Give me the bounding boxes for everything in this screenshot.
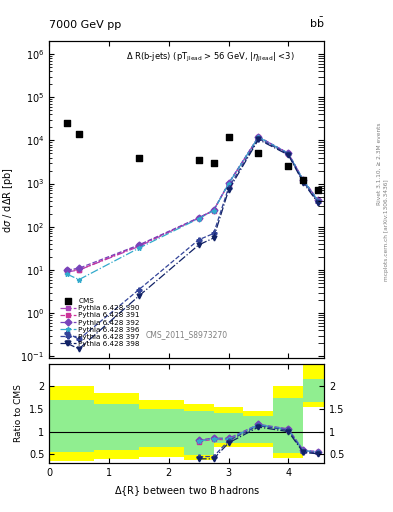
CMS xyxy=(285,162,292,170)
Pythia 6.428 390 xyxy=(226,181,231,187)
CMS xyxy=(76,130,82,138)
Pythia 6.428 391 xyxy=(65,267,70,273)
Pythia 6.428 390 xyxy=(256,134,261,140)
CMS xyxy=(195,156,202,164)
Pythia 6.428 398 xyxy=(136,293,141,299)
Pythia 6.428 398 xyxy=(211,235,216,241)
Pythia 6.428 396 xyxy=(211,208,216,214)
Pythia 6.428 396 xyxy=(316,198,321,204)
Pythia 6.428 397 xyxy=(256,136,261,142)
CMS xyxy=(255,150,262,158)
Line: Pythia 6.428 391: Pythia 6.428 391 xyxy=(64,135,321,272)
Pythia 6.428 397 xyxy=(196,237,201,243)
Pythia 6.428 390 xyxy=(301,177,306,183)
Pythia 6.428 391 xyxy=(301,178,306,184)
Pythia 6.428 396 xyxy=(65,271,70,278)
Pythia 6.428 397 xyxy=(286,151,291,157)
Pythia 6.428 391 xyxy=(196,215,201,221)
Pythia 6.428 392 xyxy=(286,150,291,156)
Line: Pythia 6.428 392: Pythia 6.428 392 xyxy=(64,134,321,272)
CMS xyxy=(64,119,70,127)
Pythia 6.428 392 xyxy=(256,134,261,140)
Line: Pythia 6.428 396: Pythia 6.428 396 xyxy=(64,135,321,282)
Y-axis label: Ratio to CMS: Ratio to CMS xyxy=(14,385,23,442)
Pythia 6.428 398 xyxy=(65,340,70,347)
Pythia 6.428 392 xyxy=(196,215,201,221)
Pythia 6.428 396 xyxy=(136,245,141,251)
Pythia 6.428 390 xyxy=(196,215,201,221)
CMS xyxy=(300,176,307,184)
Pythia 6.428 398 xyxy=(196,242,201,248)
Pythia 6.428 398 xyxy=(256,136,261,142)
X-axis label: $\Delta${R} between two B hadrons: $\Delta${R} between two B hadrons xyxy=(114,484,260,498)
Pythia 6.428 396 xyxy=(286,151,291,157)
Text: $\Delta$ R(b-jets) (pT$_{\mathregular{Jlead}}$ > 56 GeV, |$\eta_{\mathregular{Jl: $\Delta$ R(b-jets) (pT$_{\mathregular{Jl… xyxy=(126,51,295,63)
Pythia 6.428 392 xyxy=(65,267,70,273)
Pythia 6.428 397 xyxy=(316,199,321,205)
Pythia 6.428 392 xyxy=(301,177,306,183)
Pythia 6.428 391 xyxy=(316,198,321,204)
CMS xyxy=(226,133,232,141)
Pythia 6.428 397 xyxy=(136,287,141,293)
Pythia 6.428 396 xyxy=(196,216,201,222)
Text: Rivet 3.1.10, ≥ 2.3M events: Rivet 3.1.10, ≥ 2.3M events xyxy=(377,122,382,205)
Pythia 6.428 391 xyxy=(77,267,81,273)
Pythia 6.428 392 xyxy=(316,197,321,203)
Pythia 6.428 392 xyxy=(136,242,141,248)
Pythia 6.428 390 xyxy=(316,198,321,204)
Pythia 6.428 397 xyxy=(301,179,306,185)
Pythia 6.428 398 xyxy=(316,200,321,206)
Pythia 6.428 396 xyxy=(256,134,261,140)
Pythia 6.428 391 xyxy=(226,181,231,187)
CMS xyxy=(136,154,142,162)
Line: Pythia 6.428 398: Pythia 6.428 398 xyxy=(64,137,321,351)
Pythia 6.428 398 xyxy=(77,346,81,352)
Text: 7000 GeV pp: 7000 GeV pp xyxy=(49,20,121,30)
Pythia 6.428 396 xyxy=(301,177,306,183)
Pythia 6.428 391 xyxy=(286,151,291,157)
Y-axis label: d$\sigma$ / d$\Delta$R [pb]: d$\sigma$ / d$\Delta$R [pb] xyxy=(1,167,15,232)
Text: mcplots.cern.ch [arXiv:1306.3436]: mcplots.cern.ch [arXiv:1306.3436] xyxy=(384,180,389,281)
Pythia 6.428 396 xyxy=(226,181,231,187)
Pythia 6.428 398 xyxy=(226,187,231,194)
Legend: CMS, Pythia 6.428 390, Pythia 6.428 391, Pythia 6.428 392, Pythia 6.428 396, Pyt: CMS, Pythia 6.428 390, Pythia 6.428 391,… xyxy=(58,296,141,349)
Pythia 6.428 397 xyxy=(211,230,216,237)
Line: Pythia 6.428 397: Pythia 6.428 397 xyxy=(64,136,321,342)
Pythia 6.428 396 xyxy=(77,276,81,283)
Pythia 6.428 390 xyxy=(77,267,81,273)
Pythia 6.428 392 xyxy=(226,180,231,186)
Line: Pythia 6.428 390: Pythia 6.428 390 xyxy=(64,135,321,274)
Pythia 6.428 392 xyxy=(77,265,81,271)
Text: CMS_2011_S8973270: CMS_2011_S8973270 xyxy=(146,330,228,339)
Pythia 6.428 397 xyxy=(226,185,231,191)
CMS xyxy=(210,159,217,167)
Pythia 6.428 397 xyxy=(65,330,70,336)
Pythia 6.428 390 xyxy=(65,269,70,275)
Text: b$\bar{\mathrm{b}}$: b$\bar{\mathrm{b}}$ xyxy=(309,16,324,30)
Pythia 6.428 397 xyxy=(77,336,81,343)
Pythia 6.428 390 xyxy=(136,243,141,249)
Pythia 6.428 390 xyxy=(211,207,216,214)
Pythia 6.428 391 xyxy=(256,134,261,140)
Pythia 6.428 392 xyxy=(211,207,216,214)
Pythia 6.428 390 xyxy=(286,151,291,157)
Pythia 6.428 398 xyxy=(286,152,291,158)
Pythia 6.428 398 xyxy=(301,180,306,186)
Pythia 6.428 391 xyxy=(211,207,216,214)
Pythia 6.428 391 xyxy=(136,242,141,248)
CMS xyxy=(315,186,321,195)
